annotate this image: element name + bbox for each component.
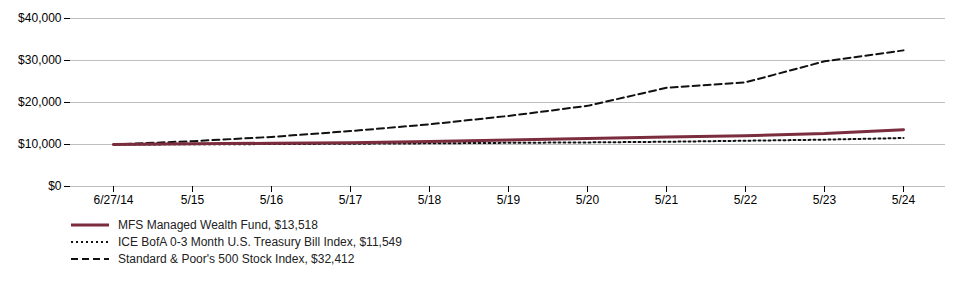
- svg-text:$40,000: $40,000: [18, 11, 62, 25]
- svg-text:5/15: 5/15: [181, 193, 205, 207]
- svg-text:6/27/14: 6/27/14: [93, 193, 133, 207]
- svg-text:$0: $0: [48, 179, 62, 193]
- svg-text:$20,000: $20,000: [18, 95, 62, 109]
- svg-text:5/20: 5/20: [576, 193, 600, 207]
- html-text:MFS Managed Wealth Fund, $13,5: MFS Managed Wealth Fund, $13,518: [118, 218, 318, 232]
- svg-text:5/22: 5/22: [734, 193, 758, 207]
- svg-text:5/21: 5/21: [655, 193, 679, 207]
- svg-text:5/24: 5/24: [892, 193, 916, 207]
- svg-text:5/23: 5/23: [813, 193, 837, 207]
- svg-text:$30,000: $30,000: [18, 53, 62, 67]
- svg-text:$10,000: $10,000: [18, 137, 62, 151]
- html-text:ICE BofA 0-3 Month U.S. Treasu: ICE BofA 0-3 Month U.S. Treasury Bill In…: [118, 235, 402, 249]
- svg-text:5/17: 5/17: [339, 193, 363, 207]
- html-text:Standard & Poor's 500 Stock In: Standard & Poor's 500 Stock Index, $32,4…: [118, 252, 355, 266]
- svg-text:5/16: 5/16: [260, 193, 284, 207]
- svg-text:5/18: 5/18: [418, 193, 442, 207]
- svg-text:5/19: 5/19: [497, 193, 521, 207]
